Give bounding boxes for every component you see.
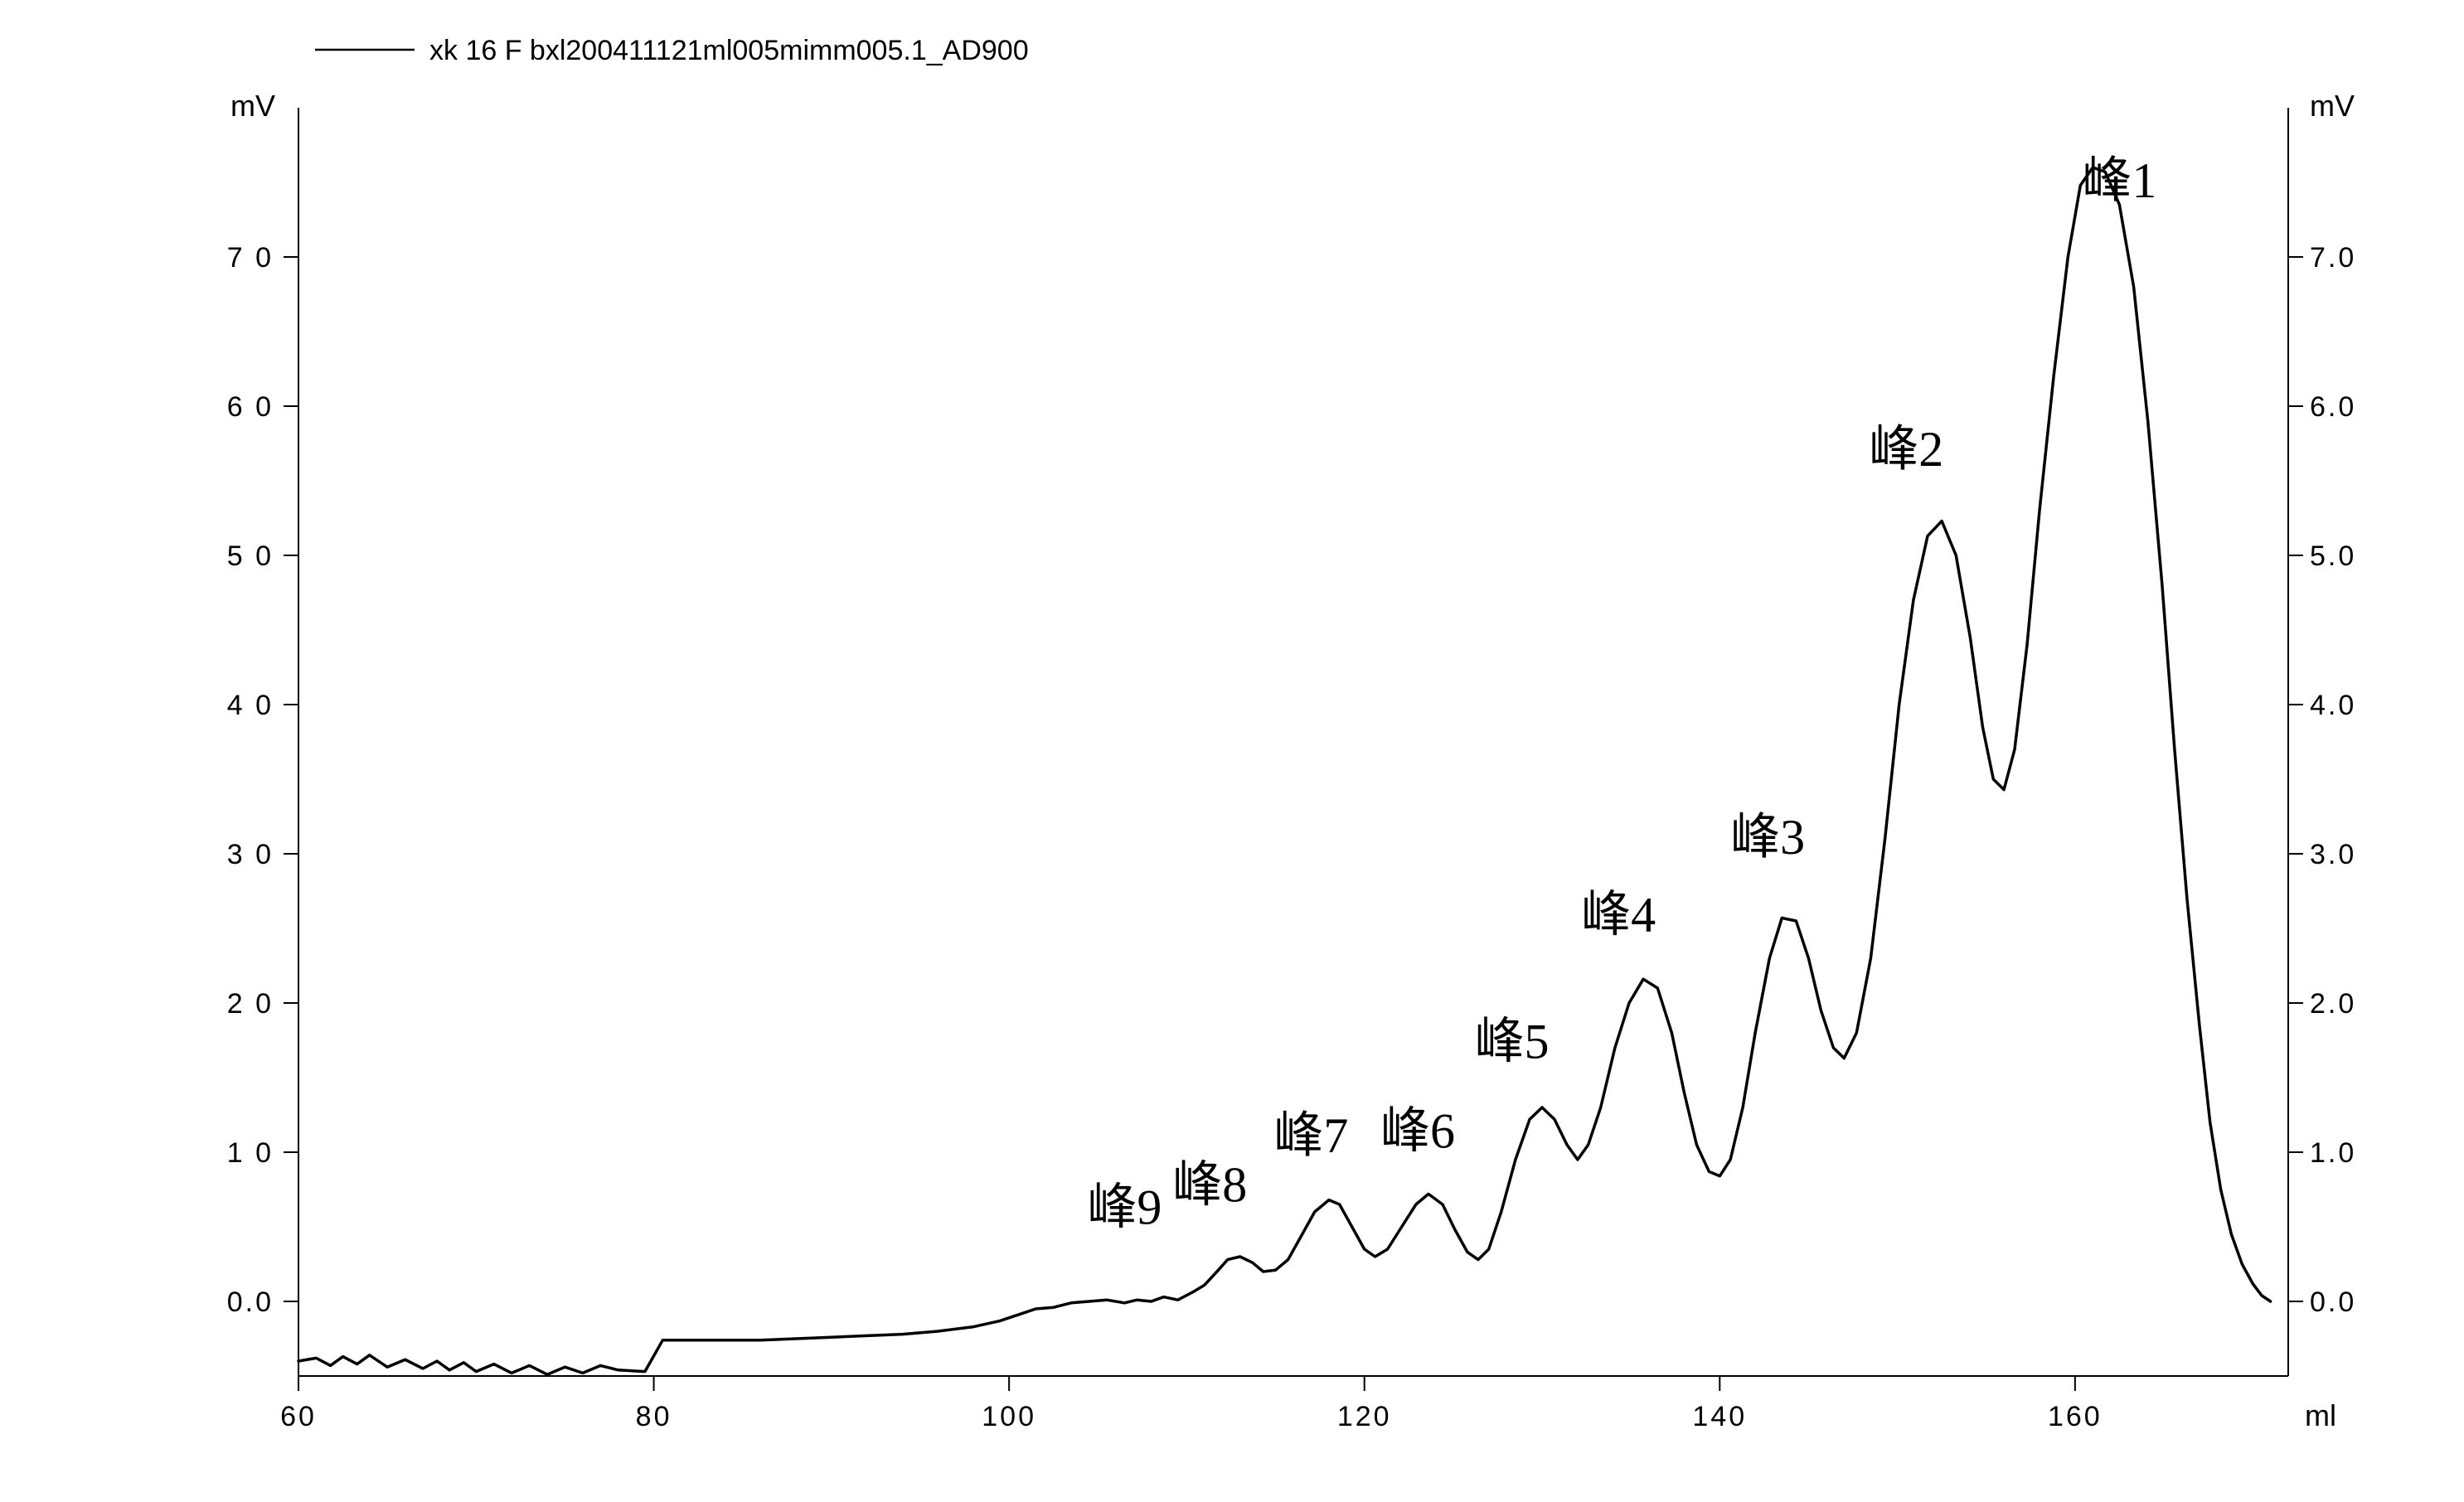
y-axis-unit-right: mV: [2310, 89, 2355, 123]
peak-label: 峰7: [1273, 1108, 1348, 1163]
chromatogram-chart: 60 80 100 120 140 160 ml 0.0 1 0 2 0 3 0 4 0 5 0 6 0 7…: [0, 0, 2464, 1502]
x-tick-label: 60: [280, 1401, 317, 1432]
y-tick-label-left: 7 0: [227, 242, 274, 274]
x-tick-label: 80: [636, 1401, 672, 1432]
y-tick-label-left: 1 0: [227, 1137, 274, 1169]
x-tick-label: 120: [1337, 1401, 1392, 1432]
legend-text: xk 16 F bxl200411121ml005mimm005.1_AD900: [429, 35, 1029, 66]
x-axis-unit: ml: [2305, 1398, 2336, 1432]
peak-label: 峰9: [1087, 1180, 1162, 1234]
peak-label: 峰1: [2082, 153, 2156, 208]
y-tick-label-right: 2.0: [2310, 988, 2356, 1020]
chart-svg: 60 80 100 120 140 160 ml 0.0 1 0 2 0 3 0 4 0 5 0 6 0 7…: [0, 0, 2464, 1502]
y-tick-label-right: 6.0: [2310, 391, 2356, 423]
y-tick-label-left: 6 0: [227, 391, 274, 423]
y-tick-label-right: 5.0: [2310, 540, 2356, 572]
x-tick-label: 100: [982, 1401, 1036, 1432]
y-axis-unit-left: mV: [230, 89, 275, 123]
peak-label: 峰3: [1730, 810, 1805, 865]
y-tick-label-right: 4.0: [2310, 690, 2356, 721]
peak-label: 峰5: [1475, 1015, 1550, 1069]
y-tick-label-left: 5 0: [227, 540, 274, 572]
peak-label: 峰8: [1172, 1157, 1247, 1212]
y-tick-label-right: 7.0: [2310, 242, 2356, 274]
chromatogram-trace: [298, 167, 2271, 1374]
peak-label: 峰6: [1380, 1104, 1455, 1159]
peak-label: 峰4: [1581, 888, 1656, 942]
y-tick-label-left: 3 0: [227, 839, 274, 870]
y-tick-label-left: 4 0: [227, 690, 274, 721]
y-tick-label-right: 1.0: [2310, 1137, 2356, 1169]
peak-label: 峰2: [1869, 422, 1943, 477]
x-tick-label: 160: [2048, 1401, 2103, 1432]
y-tick-label-left: 0.0: [227, 1286, 274, 1318]
y-tick-label-right: 0.0: [2310, 1286, 2356, 1318]
y-tick-label-right: 3.0: [2310, 839, 2356, 870]
y-tick-label-left: 2 0: [227, 988, 274, 1020]
x-tick-label: 140: [1692, 1401, 1747, 1432]
